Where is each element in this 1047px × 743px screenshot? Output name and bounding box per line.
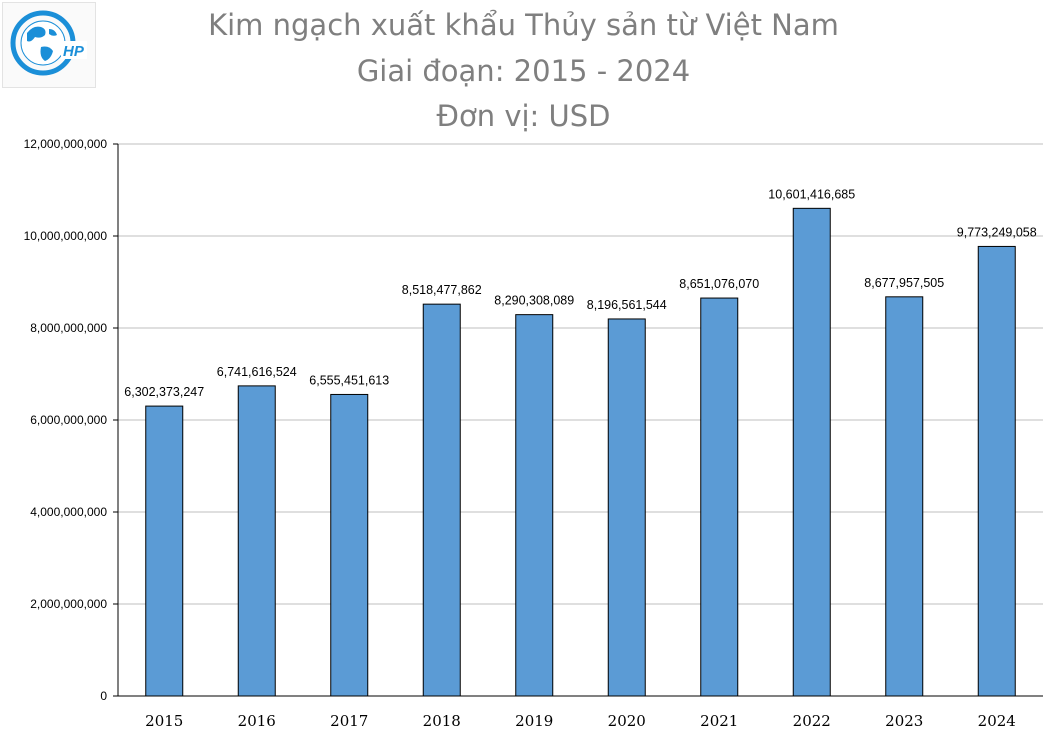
data-label-2022: 10,601,416,685 [768,187,855,201]
bar-2017 [330,393,369,697]
y-tick-label: 10,000,000,000 [24,229,108,243]
globe-logo-icon: HP [10,10,87,76]
bar-2018 [422,303,461,697]
bar-2015 [145,405,184,697]
y-tick-label: 4,000,000,000 [30,505,107,519]
bar-2019 [515,314,554,697]
x-tick-label-2017: 2017 [330,712,368,730]
y-tick-label: 0 [100,689,107,703]
bar-2024 [977,245,1016,697]
y-tick-label: 12,000,000,000 [24,137,108,151]
x-axis: 2015 2016 2017 2018 2019 2020 2021 2022 2023 2024 [118,695,1043,730]
bar-2021 [700,297,739,697]
y-tick-label: 8,000,000,000 [30,321,107,335]
data-label-2023: 8,677,957,505 [864,276,944,290]
bar-2016 [237,385,276,697]
bar-2020 [607,318,646,697]
data-label-2015: 6,302,373,247 [124,385,204,399]
data-label-2024: 9,773,249,058 [957,225,1037,239]
logo-text: HP [63,43,85,60]
x-tick-label-2023: 2023 [885,712,923,730]
y-axis: 0 2,000,000,000 4,000,000,000 6,000,000,000… [24,137,119,703]
x-tick-label-2016: 2016 [238,712,276,730]
x-tick-label-2024: 2024 [978,712,1016,730]
bar-2022 [792,207,831,697]
chart-subtitle-unit: Đơn vị: USD [436,99,611,133]
x-tick-label-2015: 2015 [145,712,183,730]
company-logo: HP [2,2,96,88]
chart-title: Kim ngạch xuất khẩu Thủy sản từ Việt Nam [208,8,839,42]
y-tick-label: 6,000,000,000 [30,413,107,427]
bar-2023 [885,296,924,697]
y-tick-label: 2,000,000,000 [30,597,107,611]
data-label-2016: 6,741,616,524 [217,365,297,379]
x-tick-label-2019: 2019 [515,712,553,730]
data-label-2018: 8,518,477,862 [402,283,482,297]
x-tick-label-2022: 2022 [793,712,831,730]
x-tick-label-2021: 2021 [700,712,738,730]
x-tick-label-2020: 2020 [608,712,646,730]
data-label-2019: 8,290,308,089 [494,294,574,308]
data-label-2021: 8,651,076,070 [679,277,759,291]
data-label-2017: 6,555,451,613 [309,373,389,387]
data-labels: 6,302,373,247 6,741,616,524 6,555,451,613 8… [124,187,1036,399]
x-tick-label-2018: 2018 [423,712,461,730]
data-label-2020: 8,196,561,544 [587,298,667,312]
chart-subtitle-period: Giai đoạn: 2015 - 2024 [356,54,691,88]
